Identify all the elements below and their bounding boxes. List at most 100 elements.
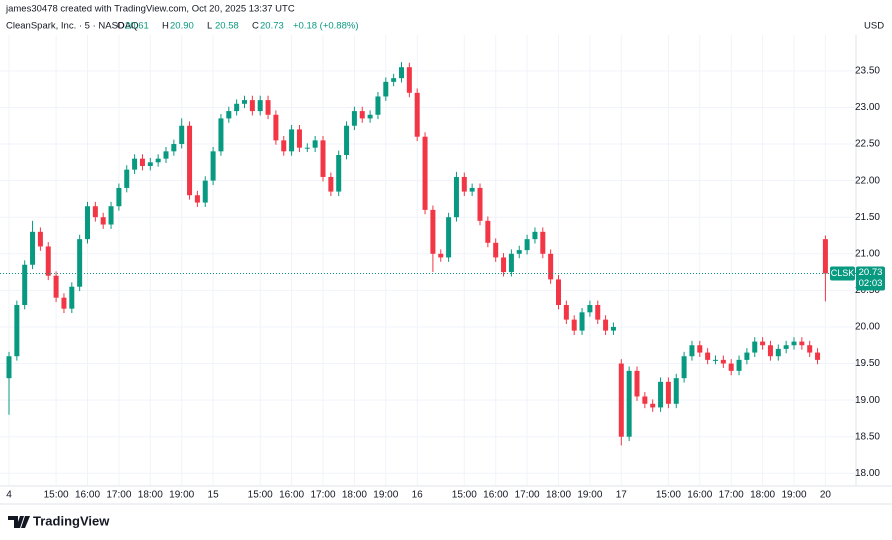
ohlc-value: 20.61 [125, 21, 149, 32]
candle-body [587, 305, 593, 313]
candle-body [320, 140, 326, 177]
candle-body [367, 114, 373, 119]
candle-body [85, 206, 90, 240]
price-tag-value: 20.73 [859, 267, 883, 278]
candle-body [344, 125, 350, 155]
candle-body [556, 279, 561, 305]
x-tick-label: 16:00 [279, 490, 304, 501]
candle-body [155, 158, 161, 163]
symbol: CleanSpark, Inc. · 5 · NASDAQ [6, 21, 139, 32]
candle-body [22, 264, 28, 305]
candle-body [61, 297, 67, 309]
candle-body [752, 341, 758, 353]
x-tick-label: 16:00 [483, 490, 508, 501]
candle-body [477, 187, 483, 221]
candle-body [501, 257, 507, 273]
x-tick-label: 18:00 [342, 490, 367, 501]
x-tick-label: 17:00 [310, 490, 335, 501]
candle-body [524, 239, 530, 251]
candle-body [296, 129, 302, 148]
candle-body [383, 81, 389, 97]
candle-body [563, 305, 569, 320]
candle-body [720, 359, 726, 364]
candle-body [69, 286, 75, 309]
candle-body [30, 231, 36, 265]
candle-body [453, 176, 459, 218]
candle-body [461, 176, 467, 192]
candle-body [53, 275, 59, 298]
candle-body [744, 352, 750, 360]
candle-body [579, 312, 585, 331]
candle-body [618, 363, 624, 437]
candle-body [179, 125, 185, 145]
candle-body [218, 118, 224, 152]
candle-body [760, 341, 766, 346]
candle-body [249, 100, 255, 112]
y-tick-label: 21.00 [855, 248, 880, 259]
candle-body [77, 239, 83, 287]
x-tick-label: 16 [412, 490, 424, 501]
x-tick-label: 17:00 [719, 490, 744, 501]
candle-body [100, 217, 106, 225]
candle-body [697, 345, 703, 353]
candle-body [430, 209, 436, 254]
candle-body [336, 155, 342, 192]
candle-body [603, 319, 609, 331]
candle-body [234, 103, 240, 112]
candle-body [194, 195, 200, 203]
x-tick-label: 18:00 [750, 490, 775, 501]
candle-body [791, 341, 797, 346]
candle-body [767, 345, 773, 357]
candle-body [273, 114, 279, 141]
candle-body [359, 111, 365, 119]
candle-body [108, 206, 114, 225]
y-tick-label: 22.00 [855, 175, 880, 186]
candle-body [163, 151, 169, 159]
ohlc-value: 20.58 [215, 21, 239, 32]
x-tick-label: 16:00 [75, 490, 100, 501]
y-tick-label: 20.00 [855, 322, 880, 333]
ohlc-label: L [207, 21, 212, 32]
x-tick-label: 15:00 [248, 490, 273, 501]
ohlc-label: C [252, 21, 259, 32]
y-tick-label: 21.50 [855, 212, 880, 223]
y-tick-label: 22.50 [855, 139, 880, 150]
candle-body [351, 111, 357, 126]
candle-body [116, 187, 122, 207]
price-tag [856, 266, 885, 291]
x-tick-label: 4 [6, 490, 12, 501]
y-tick-label: 23.00 [855, 102, 880, 113]
candle-body [665, 381, 671, 404]
candle-body [226, 111, 232, 119]
x-tick-label: 19:00 [373, 490, 398, 501]
change: +0.18 (+0.88%) [293, 21, 359, 32]
candle-body [822, 239, 828, 274]
y-tick-label: 19.00 [855, 395, 880, 406]
y-tick-label: 23.50 [855, 65, 880, 76]
ohlc-value: 20.90 [170, 21, 194, 32]
candle-body [328, 176, 334, 192]
candle-body [124, 169, 130, 188]
candle-body [532, 231, 538, 240]
candle-body [626, 370, 632, 437]
candle-body [799, 341, 805, 346]
candle-body [775, 348, 781, 357]
candle-body [422, 136, 428, 210]
ohlc-value: 20.73 [260, 21, 284, 32]
candle-body [304, 147, 310, 149]
x-tick-label: 15:00 [44, 490, 69, 501]
candle-body [375, 96, 381, 115]
candle-body [548, 253, 554, 280]
x-tick-label: 15:00 [656, 490, 681, 501]
candle-body [210, 151, 216, 181]
ticker: CLSK [831, 268, 855, 278]
candle-body [242, 100, 247, 104]
candle-body [736, 359, 742, 371]
candle-body [281, 140, 287, 152]
candle-body [610, 326, 616, 331]
candle-body [807, 345, 813, 353]
candle-body [187, 125, 193, 196]
logo: TradingView [8, 513, 110, 528]
x-tick-label: 19:00 [781, 490, 806, 501]
